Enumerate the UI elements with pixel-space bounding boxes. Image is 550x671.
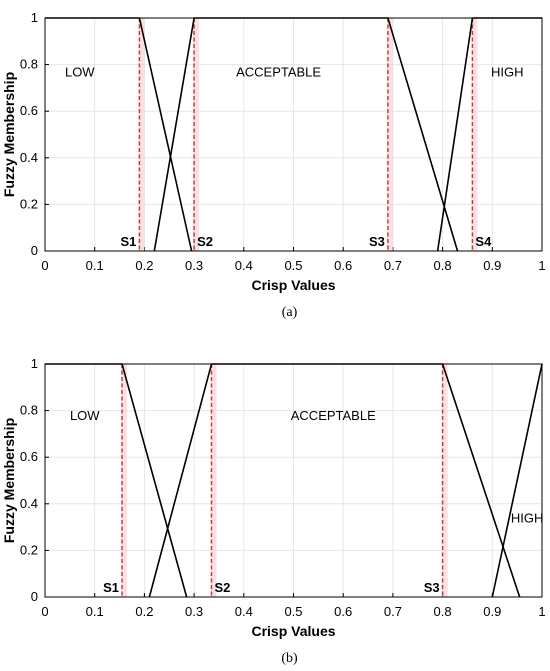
threshold-band-s2 — [210, 364, 217, 597]
series-high — [491, 363, 543, 598]
y-axis-label: Fuzzy Membership — [1, 418, 17, 543]
threshold-label-s1: S1 — [103, 580, 119, 595]
plot-frame — [44, 17, 543, 252]
x-tick-label: 1 — [538, 604, 545, 619]
x-axis-label: Crisp Values — [251, 277, 335, 293]
region-label-acceptable: ACCEPTABLE — [291, 408, 376, 423]
series-high — [436, 17, 542, 252]
y-tick-label: 0.8 — [20, 57, 38, 72]
y-tick-label: 1 — [31, 10, 38, 25]
threshold-label-s3: S3 — [369, 234, 385, 249]
threshold-label-s4: S4 — [475, 234, 492, 249]
x-tick-label: 0.9 — [483, 604, 501, 619]
x-tick-label: 0.6 — [334, 604, 352, 619]
threshold-band-s3 — [441, 364, 448, 597]
y-tick-label: 0.2 — [20, 542, 38, 557]
x-tick-label: 0.4 — [235, 604, 253, 619]
y-tick-label: 0.4 — [20, 496, 38, 511]
region-label-high: HIGH — [491, 64, 524, 79]
threshold-band-s1 — [121, 364, 128, 597]
series-low — [45, 17, 193, 252]
y-tick-label: 0.6 — [20, 103, 38, 118]
x-tick-label: 0.1 — [86, 258, 104, 273]
region-label-low: LOW — [70, 408, 100, 423]
x-tick-label: 0 — [41, 258, 48, 273]
x-tick-label: 0.3 — [185, 258, 203, 273]
threshold-label-s1: S1 — [121, 234, 137, 249]
x-tick-label: 0.8 — [434, 258, 452, 273]
series-low — [45, 363, 188, 598]
x-axis-label: Crisp Values — [251, 623, 335, 639]
x-tick-label: 0.5 — [284, 604, 302, 619]
series-acceptable — [148, 363, 521, 598]
threshold-band-s2 — [193, 18, 200, 251]
threshold-label-s2: S2 — [214, 580, 230, 595]
y-tick-label: 0 — [31, 243, 38, 258]
series-acceptable — [153, 17, 459, 252]
chart-panel-a: 0 0.1 0.2 0.3 0.4 0.5 0.6 0.7 0.8 0.9 1 0 0.2 0.4 0.6 0… — [1, 10, 546, 320]
panel-caption: (b) — [281, 651, 298, 666]
x-tick-label: 1 — [538, 258, 545, 273]
region-label-acceptable: ACCEPTABLE — [236, 64, 321, 79]
threshold-label-s3: S3 — [424, 580, 440, 595]
x-tick-label: 0.5 — [284, 258, 302, 273]
threshold-band-s3 — [386, 18, 393, 251]
x-tick-label: 0.8 — [434, 604, 452, 619]
x-tick-label: 0.7 — [384, 604, 402, 619]
x-tick-label: 0.3 — [185, 604, 203, 619]
threshold-label-s2: S2 — [197, 234, 213, 249]
y-tick-label: 0 — [31, 589, 38, 604]
x-tick-label: 0.2 — [135, 604, 153, 619]
chart-panel-b: 0 0.1 0.2 0.3 0.4 0.5 0.6 0.7 0.8 0.9 1 0 0.2 0.4 0.6 0… — [1, 356, 546, 666]
y-axis-label: Fuzzy Membership — [1, 72, 17, 197]
y-tick-label: 0.2 — [20, 196, 38, 211]
x-tick-label: 0 — [41, 604, 48, 619]
threshold-band-s1 — [138, 18, 145, 251]
x-tick-label: 0.1 — [86, 604, 104, 619]
y-tick-label: 0.8 — [20, 403, 38, 418]
x-tick-label: 0.7 — [384, 258, 402, 273]
y-tick-label: 1 — [31, 356, 38, 371]
x-tick-label: 0.6 — [334, 258, 352, 273]
threshold-band-s4 — [471, 18, 478, 251]
y-tick-label: 0.6 — [20, 449, 38, 464]
plot-frame — [44, 363, 543, 598]
panel-caption: (a) — [282, 305, 298, 320]
y-tick-label: 0.4 — [20, 150, 38, 165]
x-tick-label: 0.2 — [135, 258, 153, 273]
region-label-low: LOW — [65, 64, 95, 79]
x-tick-label: 0.9 — [483, 258, 501, 273]
x-tick-label: 0.4 — [235, 258, 253, 273]
region-label-high: HIGH — [511, 510, 544, 525]
